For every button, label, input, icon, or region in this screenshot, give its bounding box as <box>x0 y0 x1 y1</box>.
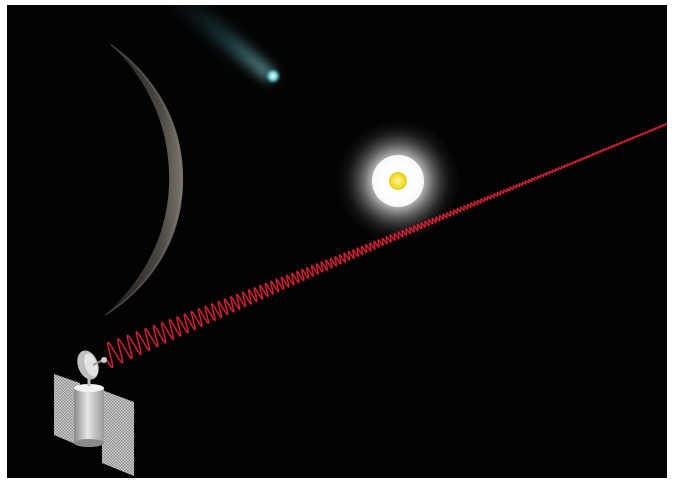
space-scene <box>7 5 667 478</box>
sun-core <box>389 172 407 190</box>
moon-limb <box>103 41 184 317</box>
space-illustration <box>54 5 667 476</box>
comet-tail <box>171 5 275 81</box>
satellite <box>54 350 134 476</box>
laser-beam-wave <box>104 123 667 369</box>
comet-head <box>265 68 281 84</box>
moon-crescent <box>103 41 184 317</box>
satellite-solar-panel-right <box>102 390 134 476</box>
laser-beam <box>104 122 667 369</box>
satellite-solar-panel-left <box>54 374 80 446</box>
comet <box>171 5 281 84</box>
sun <box>332 115 464 247</box>
satellite-body <box>74 388 104 443</box>
